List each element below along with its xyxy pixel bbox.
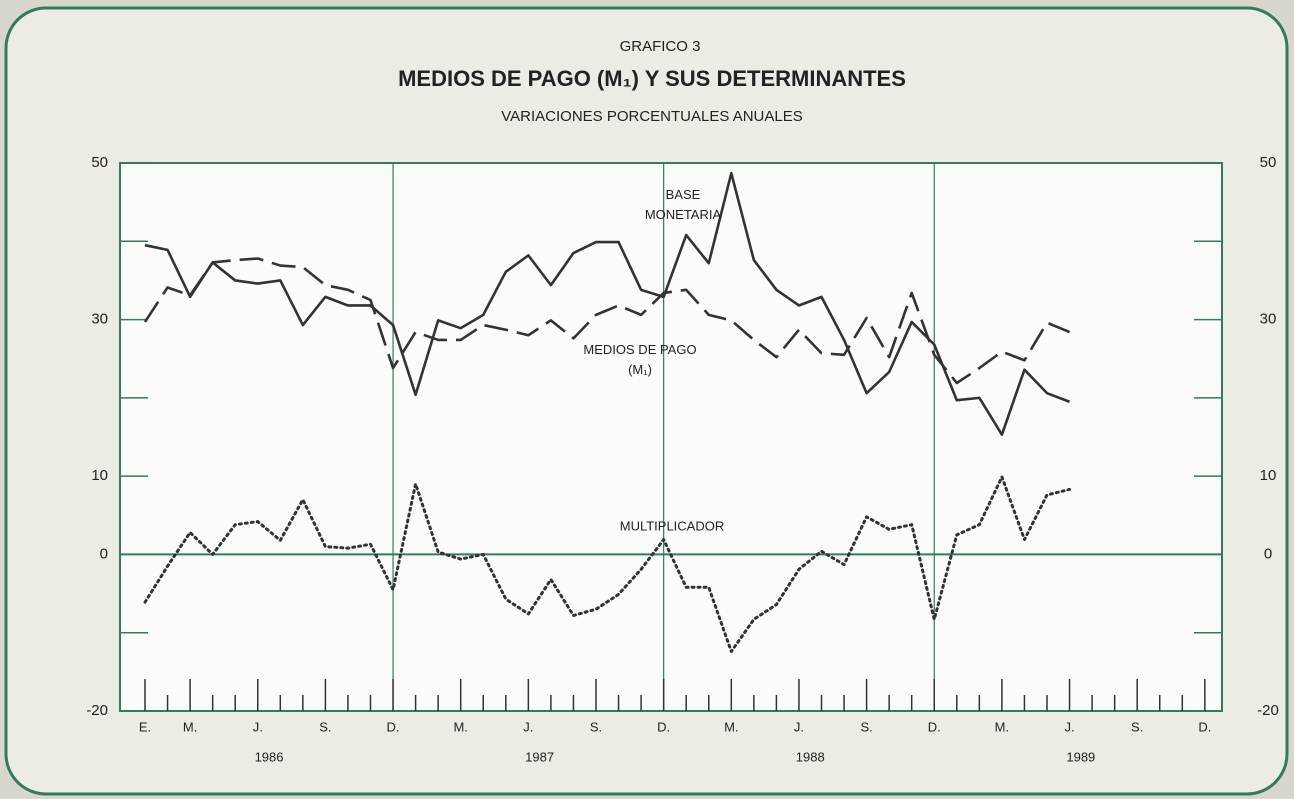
plot-area (119, 162, 1223, 712)
x-tick-label: M. (183, 719, 197, 734)
x-tick-label: M. (995, 719, 1009, 734)
x-tick-label: S. (1131, 719, 1143, 734)
series-label: BASE MONETARIA (645, 187, 722, 222)
year-label: 1989 (1066, 749, 1095, 764)
year-label: 1986 (255, 749, 284, 764)
x-tick-label: M. (453, 719, 467, 734)
year-label: 1988 (796, 749, 825, 764)
x-tick-label: D. (1198, 719, 1211, 734)
x-tick-label: J. (253, 719, 263, 734)
x-tick-label: J. (523, 719, 533, 734)
y-tick-label-right: 10 (1260, 467, 1277, 484)
series-line (144, 171, 1071, 436)
y-tick-label-right: 50 (1260, 154, 1277, 171)
series-line (143, 257, 1071, 385)
y-tick-label: -20 (86, 702, 108, 719)
x-tick-label: M. (724, 719, 738, 734)
x-tick-label: J. (1064, 719, 1074, 734)
series-label-line: (M₁) (628, 362, 652, 377)
subtitle: VARIACIONES PORCENTUALES ANUALES (501, 108, 802, 125)
series-label: MULTIPLICADOR (620, 518, 725, 533)
x-tick-label: D. (657, 719, 670, 734)
y-tick-label: 30 (91, 311, 108, 328)
y-tick-label-right: -20 (1257, 702, 1279, 719)
y-tick-label: 10 (91, 467, 108, 484)
y-tick-label-right: 0 (1264, 545, 1272, 562)
chart-title: MEDIOS DE PAGO (M₁) Y SUS DETERMINANTES (398, 66, 906, 91)
series-label-line: BASE (666, 187, 701, 202)
y-tick-label: 50 (91, 154, 108, 171)
y-tick-label: 0 (100, 545, 108, 562)
series-label-line: MEDIOS DE PAGO (583, 342, 696, 357)
x-tick-label: J. (794, 719, 804, 734)
x-tick-label: E. (139, 719, 151, 734)
series-label-line: MONETARIA (645, 207, 722, 222)
x-tick-label: D. (387, 719, 400, 734)
kicker: GRAFICO 3 (620, 38, 701, 55)
series-line (143, 475, 1072, 654)
x-tick-label: D. (928, 719, 941, 734)
year-label: 1987 (525, 749, 554, 764)
x-tick-label: S. (590, 719, 602, 734)
y-tick-label-right: 30 (1260, 311, 1277, 328)
series-label: MEDIOS DE PAGO (M₁) (583, 342, 696, 377)
x-tick-label: S. (319, 719, 331, 734)
x-tick-label: S. (860, 719, 872, 734)
